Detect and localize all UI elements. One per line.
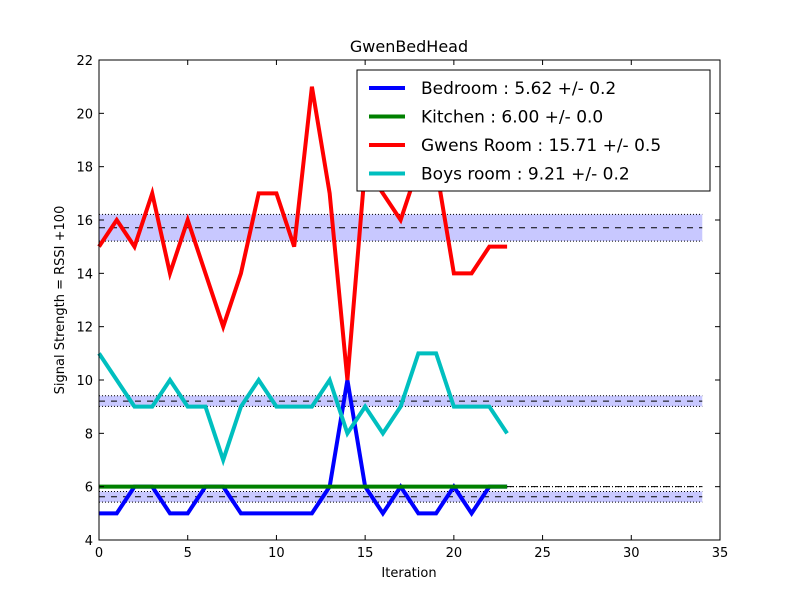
x-tick-label-7: 35 [712, 546, 729, 561]
legend-box [356, 69, 711, 192]
mean-bands [99, 213, 703, 503]
y-tick-label-5: 14 [76, 267, 93, 282]
x-axis-ticks: 0 5 10 15 20 25 30 35 [95, 60, 728, 561]
legend-label-1: Kitchen : 6.00 +/- 0.0 [421, 108, 603, 128]
y-tick-label-6: 16 [76, 214, 93, 229]
y-tick-label-2: 8 [85, 427, 93, 442]
y-axis-label: Signal Strength = RSSI +100 [53, 206, 68, 395]
chart-title: GwenBedHead [350, 37, 468, 56]
x-tick-label-4: 20 [446, 546, 463, 561]
legend-label-2: Gwens Room : 15.71 +/- 0.5 [421, 136, 661, 156]
series-line-0 [99, 379, 508, 517]
series-line-3 [97, 351, 509, 467]
x-tick-label-1: 5 [184, 546, 192, 561]
x-tick-label-2: 10 [268, 546, 285, 561]
y-tick-label-7: 18 [76, 161, 93, 176]
y-axis-ticks: 4 6 8 10 12 14 16 18 20 22 [76, 54, 720, 549]
y-tick-label-0: 4 [85, 534, 93, 549]
x-axis-label: Iteration [381, 566, 436, 581]
x-tick-label-6: 30 [623, 546, 640, 561]
legend-label-0: Bedroom : 5.62 +/- 0.2 [421, 79, 616, 99]
y-tick-label-4: 12 [76, 321, 93, 336]
y-tick-label-9: 22 [76, 54, 93, 69]
legend: Bedroom : 5.62 +/- 0.2 Kitchen : 6.00 +/-… [356, 69, 711, 192]
x-tick-label-3: 15 [357, 546, 374, 561]
plot-frame [98, 59, 721, 541]
y-tick-label-1: 6 [85, 481, 93, 496]
y-tick-label-3: 10 [76, 374, 93, 389]
legend-label-3: Boys room : 9.21 +/- 0.2 [421, 165, 630, 185]
x-tick-label-0: 0 [95, 546, 103, 561]
x-tick-label-5: 25 [534, 546, 551, 561]
y-tick-label-8: 20 [76, 107, 93, 122]
